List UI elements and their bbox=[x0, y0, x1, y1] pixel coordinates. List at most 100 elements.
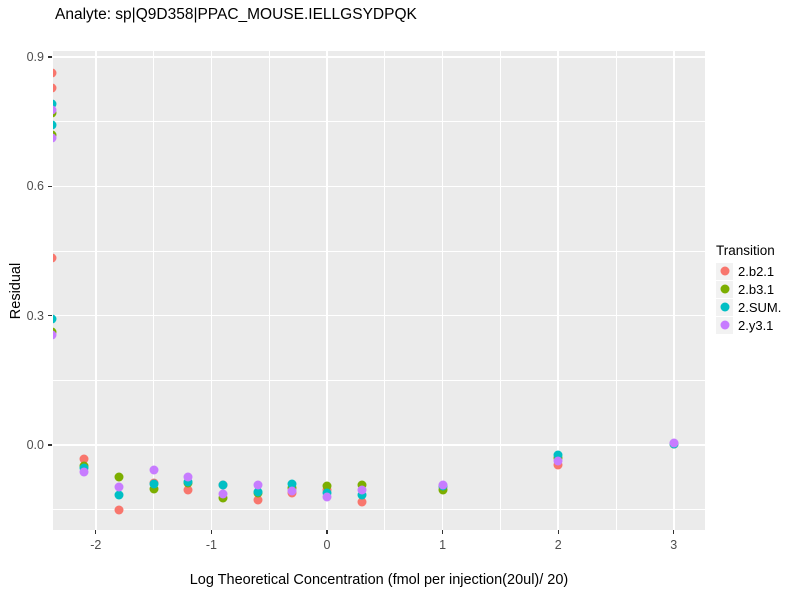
minor-gridline-y bbox=[53, 250, 705, 252]
data-point bbox=[183, 472, 193, 482]
legend-swatch-icon bbox=[720, 302, 729, 312]
data-point bbox=[79, 467, 89, 477]
legend-key bbox=[716, 262, 733, 280]
major-gridline-x bbox=[95, 51, 97, 530]
data-point bbox=[114, 472, 124, 482]
data-point bbox=[53, 105, 57, 115]
data-point bbox=[183, 485, 193, 495]
data-point bbox=[553, 450, 563, 460]
minor-gridline-x bbox=[153, 51, 154, 530]
x-axis-tick bbox=[441, 530, 444, 534]
legend-label: 2.y3.1 bbox=[738, 317, 774, 333]
y-axis-tick bbox=[48, 56, 52, 58]
x-tick-label: 1 bbox=[439, 538, 447, 552]
y-axis-tick bbox=[48, 315, 52, 317]
x-axis-tick bbox=[557, 530, 559, 534]
x-tick-label: 0 bbox=[323, 538, 331, 552]
data-point bbox=[253, 487, 263, 497]
x-axis-tick bbox=[95, 530, 97, 534]
major-gridline-y bbox=[53, 444, 705, 446]
data-point bbox=[114, 482, 124, 492]
data-point bbox=[183, 477, 193, 487]
y-tick-label: 0.9 bbox=[26, 50, 44, 65]
data-point bbox=[357, 497, 367, 507]
data-point bbox=[218, 480, 228, 490]
legend-key bbox=[716, 316, 733, 334]
data-point bbox=[322, 492, 332, 502]
y-axis-tick bbox=[48, 185, 52, 187]
legend-entry: 2.b2.1 bbox=[716, 262, 781, 280]
data-point bbox=[114, 505, 124, 515]
major-gridline-x bbox=[326, 51, 328, 530]
major-gridline-x bbox=[210, 51, 213, 530]
major-gridline-y bbox=[53, 56, 705, 58]
data-point bbox=[53, 133, 57, 143]
data-point bbox=[53, 330, 57, 340]
data-point bbox=[53, 68, 57, 78]
major-gridline-y bbox=[53, 185, 705, 188]
data-point bbox=[149, 484, 159, 494]
data-point bbox=[53, 99, 57, 109]
data-point bbox=[357, 490, 367, 500]
major-gridline-y bbox=[53, 314, 705, 317]
major-gridline-x bbox=[557, 51, 559, 530]
legend-entries: 2.b2.1 2.b3.1 2.SUM. 2.y3.1 bbox=[716, 262, 781, 334]
legend-entry: 2.b3.1 bbox=[716, 280, 781, 298]
minor-gridline-x bbox=[268, 51, 270, 530]
y-axis-title: Residual bbox=[8, 262, 24, 320]
data-point bbox=[322, 481, 332, 491]
legend-entry: 2.SUM. bbox=[716, 298, 781, 316]
data-point bbox=[53, 253, 57, 263]
x-tick-label: -2 bbox=[90, 538, 102, 552]
legend: Transition 2.b2.1 2.b3.1 2.SUM. 2.y3.1 bbox=[716, 243, 781, 334]
data-point bbox=[253, 480, 263, 490]
major-gridline-x bbox=[673, 51, 675, 530]
legend-entry: 2.y3.1 bbox=[716, 316, 781, 334]
data-point bbox=[114, 490, 124, 500]
y-tick-label: 0.3 bbox=[26, 308, 44, 323]
data-point bbox=[53, 314, 57, 324]
minor-gridline-x bbox=[384, 51, 386, 530]
major-gridline-x bbox=[441, 51, 444, 530]
x-axis-tick bbox=[326, 530, 328, 534]
data-point bbox=[149, 465, 159, 475]
minor-gridline-y bbox=[53, 509, 705, 511]
plot-panel bbox=[53, 51, 705, 530]
x-axis-tick bbox=[210, 530, 212, 534]
data-point bbox=[53, 120, 57, 130]
legend-swatch-icon bbox=[720, 284, 729, 294]
data-point bbox=[438, 480, 448, 490]
legend-title: Transition bbox=[716, 243, 775, 258]
x-axis-tick bbox=[673, 530, 675, 534]
minor-gridline-x bbox=[615, 51, 617, 530]
data-point bbox=[218, 489, 228, 499]
legend-swatch-icon bbox=[720, 320, 729, 330]
data-point bbox=[669, 438, 679, 448]
data-point bbox=[53, 83, 57, 93]
legend-label: 2.b3.1 bbox=[738, 281, 775, 297]
legend-key bbox=[716, 280, 733, 298]
data-point bbox=[79, 454, 89, 464]
legend-key bbox=[716, 298, 733, 316]
y-axis-tick bbox=[48, 444, 52, 446]
y-tick-label: 0.6 bbox=[26, 179, 44, 194]
data-point bbox=[287, 486, 297, 496]
data-point bbox=[253, 495, 263, 505]
y-tick-label: 0.0 bbox=[26, 438, 44, 453]
minor-gridline-y bbox=[53, 379, 705, 381]
data-point bbox=[287, 479, 297, 489]
x-axis-title: Log Theoretical Concentration (fmol per … bbox=[189, 572, 569, 588]
legend-swatch-icon bbox=[720, 266, 729, 276]
data-point bbox=[553, 456, 563, 466]
legend-label: 2.b2.1 bbox=[738, 263, 775, 279]
data-point bbox=[149, 479, 159, 489]
minor-gridline-x bbox=[499, 51, 501, 530]
legend-label: 2.SUM. bbox=[738, 299, 782, 315]
plot-title: Analyte: sp|Q9D358|PPAC_MOUSE.IELLGSYDPQ… bbox=[55, 6, 417, 23]
data-point bbox=[357, 485, 367, 495]
x-tick-label: 3 bbox=[670, 538, 678, 552]
x-tick-label: -1 bbox=[205, 538, 217, 552]
x-tick-label: 2 bbox=[554, 538, 562, 552]
data-point bbox=[357, 480, 367, 490]
